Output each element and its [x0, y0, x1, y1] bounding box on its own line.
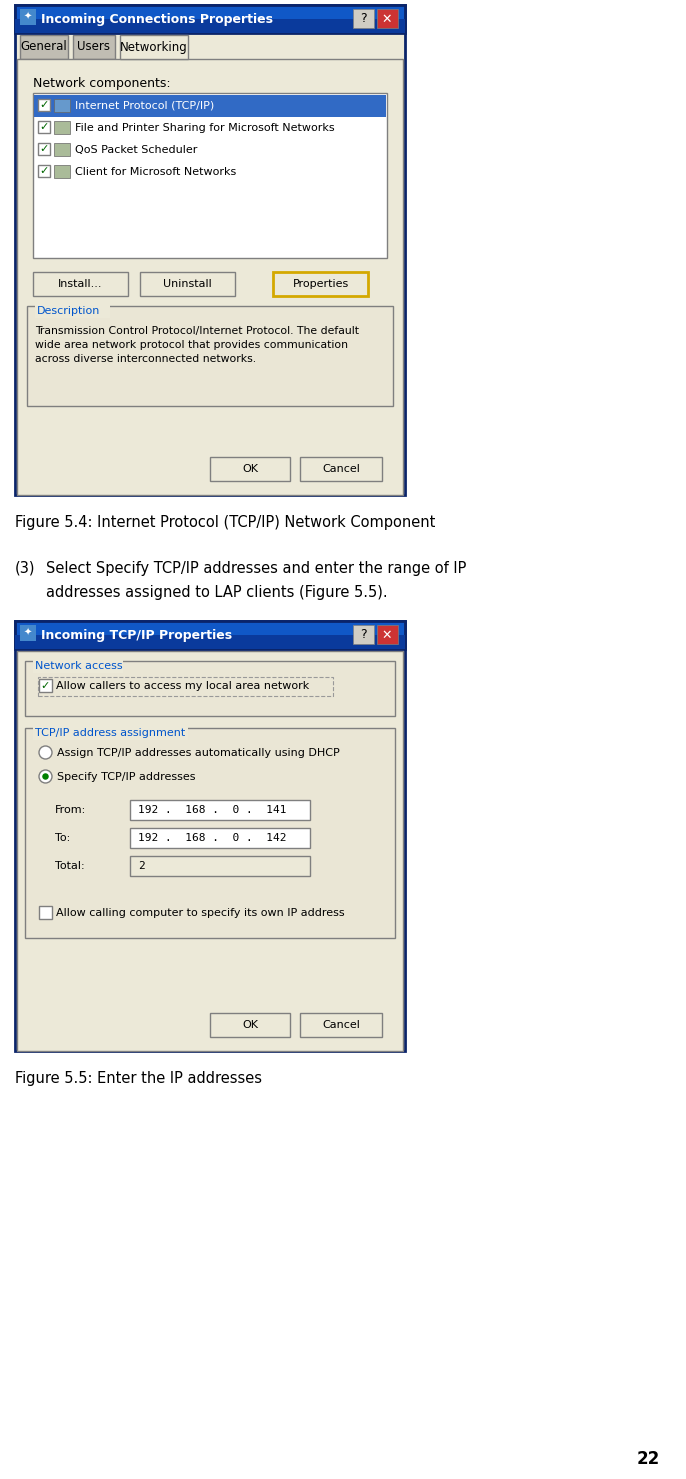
- Text: ✓: ✓: [39, 166, 49, 176]
- Text: ✦: ✦: [24, 12, 32, 22]
- Bar: [38, 166, 50, 177]
- Text: Properties: Properties: [292, 280, 348, 288]
- Text: Figure 5.4: Internet Protocol (TCP/IP) Network Component: Figure 5.4: Internet Protocol (TCP/IP) N…: [15, 516, 436, 531]
- Bar: [273, 272, 368, 296]
- Bar: [15, 621, 405, 649]
- Text: Assign TCP/IP addresses automatically using DHCP: Assign TCP/IP addresses automatically us…: [57, 748, 340, 759]
- Text: Allow callers to access my local area network: Allow callers to access my local area ne…: [56, 680, 309, 691]
- Text: Networking: Networking: [120, 40, 188, 53]
- Bar: [27, 306, 393, 407]
- Text: File and Printer Sharing for Microsoft Networks: File and Printer Sharing for Microsoft N…: [75, 123, 335, 133]
- Text: General: General: [21, 40, 67, 53]
- Text: From:: From:: [55, 805, 86, 815]
- Text: OK: OK: [242, 1021, 258, 1029]
- Text: ?: ?: [359, 629, 366, 642]
- Text: Uninstall: Uninstall: [163, 280, 212, 288]
- Text: Select Specify TCP/IP addresses and enter the range of IP: Select Specify TCP/IP addresses and ente…: [46, 561, 466, 575]
- Text: Cancel: Cancel: [322, 464, 360, 473]
- Bar: [15, 4, 405, 33]
- Text: 2: 2: [138, 861, 145, 871]
- Bar: [25, 661, 395, 716]
- Bar: [54, 121, 70, 135]
- Bar: [15, 621, 405, 1052]
- Text: Cancel: Cancel: [322, 1021, 360, 1029]
- Circle shape: [39, 745, 52, 759]
- Bar: [54, 143, 70, 155]
- Circle shape: [39, 771, 52, 782]
- Text: 22: 22: [637, 1449, 660, 1469]
- Bar: [20, 626, 36, 640]
- Text: Total:: Total:: [55, 861, 84, 871]
- Text: ✓: ✓: [39, 101, 49, 109]
- Bar: [34, 95, 386, 117]
- Text: Users: Users: [78, 40, 110, 53]
- Bar: [130, 828, 310, 847]
- Text: Transmission Control Protocol/Internet Protocol. The default
wide area network p: Transmission Control Protocol/Internet P…: [35, 325, 359, 364]
- Bar: [130, 856, 310, 876]
- Bar: [33, 272, 128, 296]
- Text: ✦: ✦: [24, 629, 32, 637]
- Bar: [33, 93, 387, 257]
- Text: addresses assigned to LAP clients (Figure 5.5).: addresses assigned to LAP clients (Figur…: [46, 584, 388, 599]
- Bar: [130, 800, 310, 819]
- Bar: [25, 728, 395, 938]
- Bar: [38, 677, 333, 697]
- Bar: [15, 4, 405, 495]
- Text: QoS Packet Scheduler: QoS Packet Scheduler: [75, 145, 198, 155]
- Text: Incoming Connections Properties: Incoming Connections Properties: [41, 12, 273, 25]
- Bar: [38, 99, 50, 111]
- Text: Network access: Network access: [35, 661, 123, 671]
- Text: ✓: ✓: [39, 121, 49, 132]
- Text: 192 .  168 .  0 .  141: 192 . 168 . 0 . 141: [138, 805, 287, 815]
- Bar: [20, 35, 68, 59]
- Bar: [140, 272, 235, 296]
- Text: ✕: ✕: [381, 629, 392, 642]
- Text: ?: ?: [359, 12, 366, 25]
- Bar: [54, 99, 70, 112]
- Bar: [377, 9, 398, 28]
- Text: OK: OK: [242, 464, 258, 473]
- Text: Network components:: Network components:: [33, 77, 171, 90]
- Bar: [33, 660, 123, 673]
- Bar: [73, 35, 115, 59]
- Bar: [353, 9, 374, 28]
- Bar: [300, 457, 382, 481]
- Bar: [39, 679, 52, 692]
- Bar: [15, 19, 405, 33]
- Text: Incoming TCP/IP Properties: Incoming TCP/IP Properties: [41, 629, 232, 642]
- Bar: [377, 626, 398, 643]
- Bar: [39, 907, 52, 918]
- Text: Figure 5.5: Enter the IP addresses: Figure 5.5: Enter the IP addresses: [15, 1071, 262, 1087]
- Text: Internet Protocol (TCP/IP): Internet Protocol (TCP/IP): [75, 101, 214, 111]
- Text: Install...: Install...: [58, 280, 103, 288]
- Bar: [210, 1013, 290, 1037]
- Bar: [54, 166, 70, 177]
- Text: TCP/IP address assignment: TCP/IP address assignment: [35, 728, 185, 738]
- Bar: [17, 59, 403, 495]
- Text: Client for Microsoft Networks: Client for Microsoft Networks: [75, 167, 236, 177]
- Text: Specify TCP/IP addresses: Specify TCP/IP addresses: [57, 772, 196, 782]
- Bar: [33, 728, 188, 740]
- Text: ✓: ✓: [39, 143, 49, 154]
- Bar: [38, 121, 50, 133]
- Bar: [20, 9, 36, 25]
- Circle shape: [43, 774, 49, 779]
- Bar: [210, 457, 290, 481]
- Bar: [353, 626, 374, 643]
- Bar: [17, 651, 403, 1052]
- Bar: [15, 634, 405, 649]
- Text: 192 .  168 .  0 .  142: 192 . 168 . 0 . 142: [138, 833, 287, 843]
- Bar: [120, 35, 188, 59]
- Bar: [300, 1013, 382, 1037]
- Text: (3): (3): [15, 561, 36, 575]
- Bar: [38, 143, 50, 155]
- Text: ✓: ✓: [40, 680, 50, 691]
- Text: Description: Description: [37, 306, 100, 317]
- Text: Allow calling computer to specify its own IP address: Allow calling computer to specify its ow…: [56, 908, 344, 918]
- Text: ✕: ✕: [381, 12, 392, 25]
- Text: To:: To:: [55, 833, 70, 843]
- Bar: [35, 305, 110, 318]
